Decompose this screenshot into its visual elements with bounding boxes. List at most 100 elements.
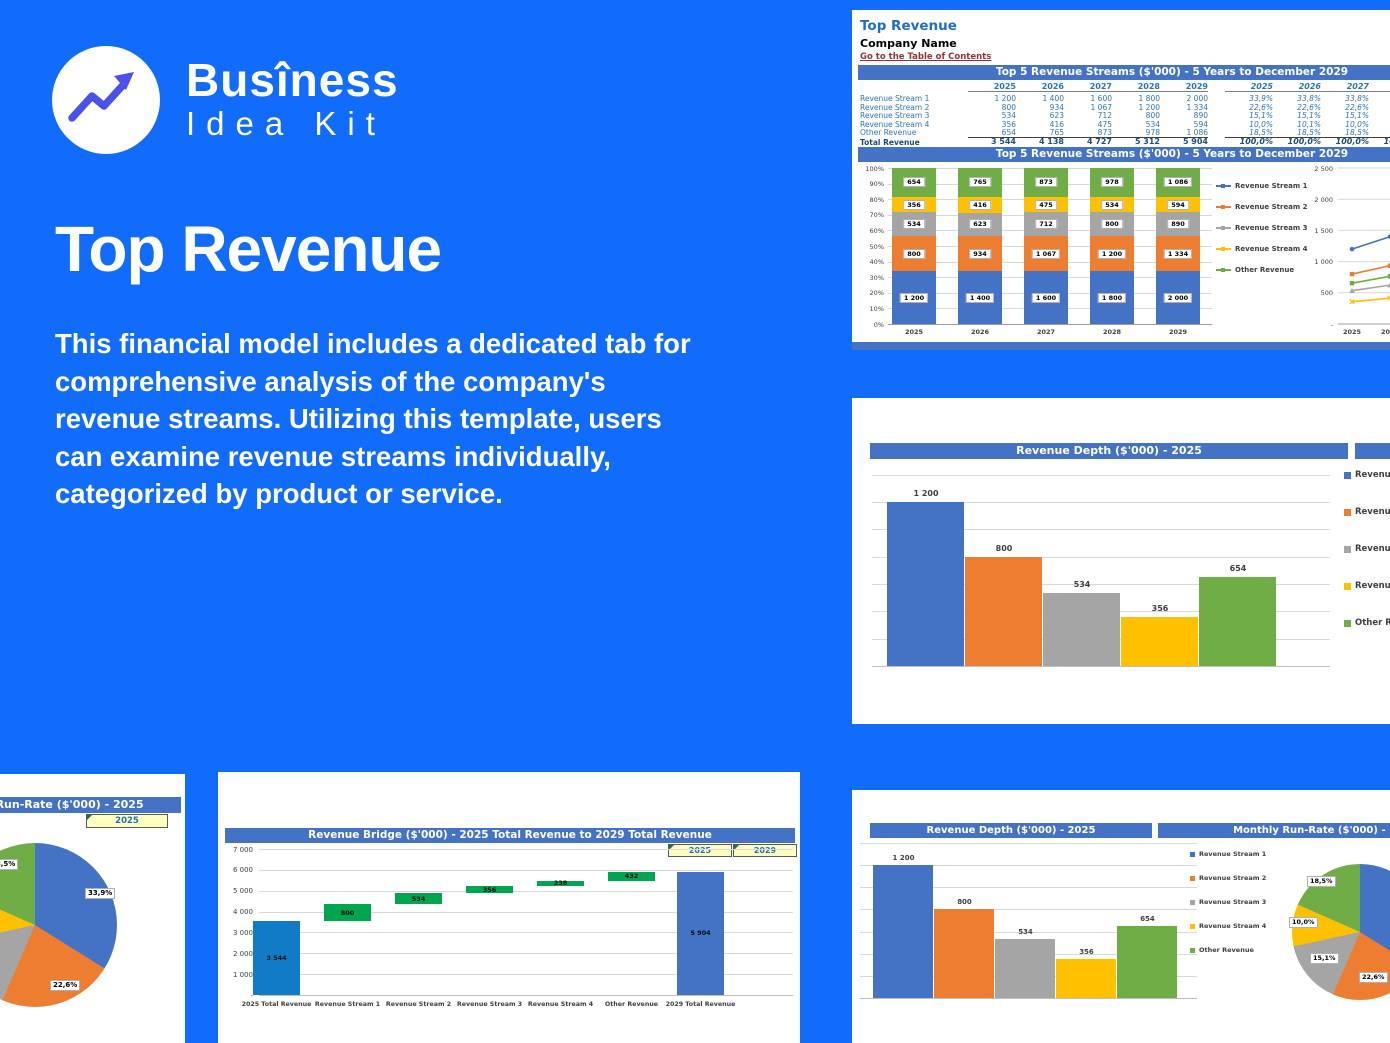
pie-slice-label: 22,6% (50, 980, 81, 991)
legend-item: Revenue Stream 2 (1216, 203, 1308, 211)
legend-swatch-icon (1344, 471, 1351, 479)
bar (887, 502, 964, 666)
revenue-depth-panel: Revenue Depth ($'000) - 2025 1 200 800 534… (852, 398, 1390, 724)
bar-segment-label: 1 800 (1097, 292, 1127, 303)
cell-pct: 22,6% (1369, 104, 1390, 112)
legend-swatch-icon (1344, 619, 1351, 627)
legend-line-marker-icon (1216, 183, 1231, 188)
row-label: Revenue Stream 4 (860, 119, 930, 129)
chart-title-bar: Revenue Depth ($'000) - 2025 (870, 823, 1152, 838)
chart-title-bar: Monthly Run-Rate ($'000) - 2025 (1158, 823, 1390, 838)
gridline (860, 887, 1197, 889)
gridline (259, 974, 793, 976)
y-axis-tick: 2 500 (1314, 164, 1333, 173)
gridline (872, 584, 1330, 585)
y-axis-tick: 90% (869, 180, 884, 189)
data-point-marker (1349, 246, 1355, 252)
chart-section-title-bar: Top 5 Revenue Streams ($'000) - 5 Years … (858, 147, 1390, 162)
legend-label: Revenue Stream 3 (1199, 898, 1267, 906)
brand-logo (52, 46, 160, 154)
bar-segment-label: 1 086 (1163, 177, 1193, 188)
cell-value: 2 000 (1186, 94, 1208, 104)
x-axis-tick: 2028 (1102, 328, 1122, 336)
legend-item: Revenue Stream 3 (1344, 544, 1390, 554)
year-header: 2028 (1112, 82, 1160, 93)
cell-pct: 10,0% (1345, 119, 1369, 129)
pct-year-header: 2026 (1273, 82, 1321, 93)
y-axis-tick: 0% (873, 320, 884, 329)
depth-and-run-rate-panel: Revenue Depth ($'000) - 2025 Monthly Run… (852, 790, 1390, 1043)
from-year-dropdown[interactable]: 2025 (668, 844, 732, 857)
cell-value: 594 (1193, 119, 1208, 129)
bar-segment-label: 1 334 (1163, 248, 1193, 259)
gridline (872, 474, 1330, 476)
cell-pct: 10,1% (1297, 119, 1321, 129)
bar (1199, 576, 1276, 666)
gridline (860, 865, 1197, 866)
next-section-bar (852, 342, 1390, 350)
from-year-value: 2025 (688, 846, 712, 855)
y-axis-tick: 10% (869, 304, 884, 313)
to-year-dropdown[interactable]: 2029 (733, 844, 797, 857)
legend-label: Revenue Stream 1 (1355, 470, 1390, 480)
bar-segment-label: 800 (903, 248, 925, 259)
company-name: Company Name (860, 37, 957, 50)
pie-slice-label: 18,5% (1307, 876, 1336, 887)
bar-segment-label: 934 (969, 248, 991, 259)
bar-value-label: 800 (995, 543, 1013, 553)
table-header-row: 202520262027202820292025202620272028 (860, 82, 1390, 93)
cell-value: 890 (1193, 111, 1208, 121)
data-point-marker (1387, 263, 1390, 268)
top-revenue-sheet-panel: Top Revenue Company Name Go to the Table… (852, 10, 1390, 350)
gridline (872, 529, 1330, 531)
cell-pct: 18,5% (1249, 128, 1273, 138)
legend-label: Revenue Stream 2 (1199, 874, 1267, 882)
cell-pct: 15,1% (1297, 111, 1321, 121)
bar-segment-label: 1 200 (1097, 248, 1127, 259)
x-axis-tick: Revenue Stream 4 (527, 1001, 594, 1008)
bar (1117, 925, 1177, 998)
legend-label: Revenue Stream 1 (1235, 182, 1308, 190)
page-title: Top Revenue (55, 213, 442, 285)
legend-swatch-icon (1344, 508, 1351, 516)
bar-value-label: 534 (1018, 927, 1033, 936)
cell-pct: 15,1% (1249, 111, 1273, 121)
bar-segment-label: 534 (903, 219, 925, 230)
legend-item: Revenue Stream 2 (1344, 507, 1390, 517)
legend-item: Revenue Stream 4 (1344, 581, 1390, 591)
cell-value: 1 800 (1138, 94, 1160, 104)
year-header: 2027 (1064, 82, 1112, 93)
waterfall-bar (677, 871, 724, 995)
gridline (860, 842, 1197, 844)
legend-item: Revenue Stream 3 (1216, 224, 1308, 232)
y-axis-tick: 80% (869, 195, 884, 204)
legend-swatch-icon (1344, 545, 1351, 553)
cell-pct: 15,1% (1345, 111, 1369, 121)
y-axis-tick: - (1330, 320, 1333, 329)
cell-value: 800 (1145, 111, 1160, 121)
cell-value: 1 086 (1186, 128, 1208, 138)
adjacent-title-bar (1355, 443, 1390, 459)
bar-value-label: 356 (1079, 947, 1094, 956)
cell-pct: 18,5% (1369, 129, 1390, 137)
cell-value: 1 334 (1186, 102, 1208, 112)
bar-segment-label: 416 (969, 199, 991, 210)
monthly-run-rate-panel: Monthly Run-Rate ($'000) - 2025 2025 33,… (0, 774, 185, 1043)
legend-item: Revenue Stream 4 (1190, 922, 1266, 930)
legend-line-marker-icon (1216, 267, 1231, 272)
waterfall-chart: 7 000 6 000 5 000 4 000 3 000 2 000 1 000 - 3 54… (223, 846, 795, 1018)
table-of-contents-link[interactable]: Go to the Table of Contents (860, 52, 992, 62)
revenue-table: 202520262027202820292025202620272028Reve… (860, 82, 1390, 148)
bar-value-label: 800 (957, 898, 972, 907)
cell-value: 654 (1001, 128, 1016, 138)
gridline (872, 666, 1330, 667)
brand-subname: Idea Kit (186, 105, 386, 142)
data-point-marker (1349, 271, 1355, 277)
y-axis-tick: - (250, 991, 253, 1000)
legend-label: Other Revenue (1199, 946, 1254, 954)
legend-swatch-icon (1190, 875, 1195, 881)
revenue-depth-chart: 1 200 800 534 356 654 (872, 458, 1334, 682)
year-dropdown[interactable]: 2025 (86, 814, 168, 828)
